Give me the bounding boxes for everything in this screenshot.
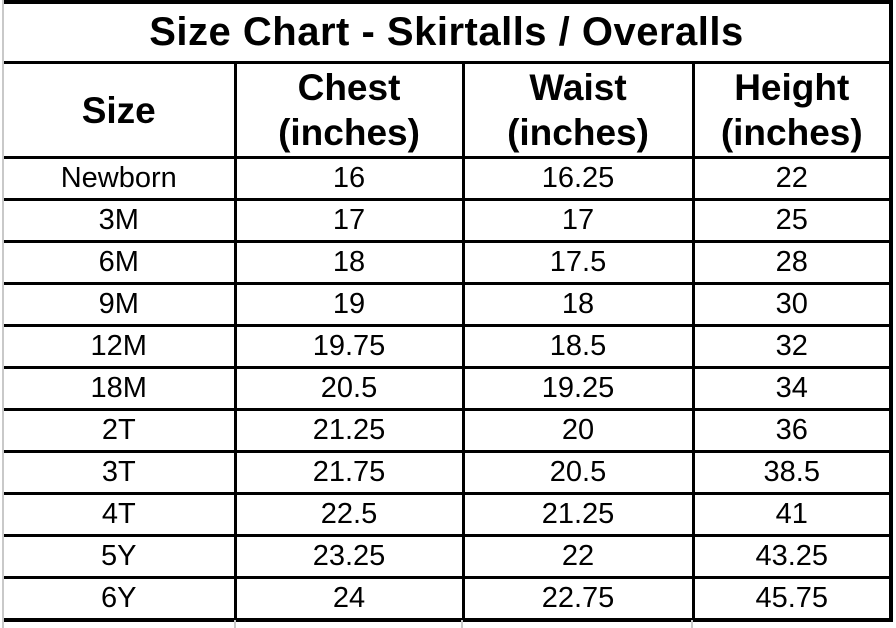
cell-waist: 20	[461, 408, 695, 453]
column-header-label: Size	[81, 89, 156, 131]
table-row: 9M 19 18 30	[4, 282, 894, 327]
cell-chest: 20.5	[233, 366, 465, 411]
cell-height: 43.25	[691, 534, 894, 579]
sheet-gridline-stub	[461, 620, 463, 628]
cell-size: 6M	[4, 240, 237, 285]
header-row: Size Chest (inches) Waist (inches) Heigh…	[4, 61, 894, 159]
cell-size: 12M	[4, 324, 237, 369]
page-title: Size Chart - Skirtalls / Overalls	[4, 0, 894, 64]
cell-waist: 22.75	[461, 576, 695, 622]
cell-chest: 16	[233, 156, 465, 201]
cell-size: 18M	[4, 366, 237, 411]
cell-chest: 18	[233, 240, 465, 285]
sheet-gridline	[2, 0, 4, 628]
table-row: 3T 21.75 20.5 38.5	[4, 450, 894, 495]
cell-chest: 23.25	[233, 534, 465, 579]
cell-chest: 17	[233, 198, 465, 243]
column-header-label: Chest	[297, 67, 401, 108]
cell-chest: 24	[233, 576, 465, 622]
cell-waist: 21.25	[461, 492, 695, 537]
column-header-height: Height (inches)	[691, 61, 894, 159]
cell-size: Newborn	[4, 156, 237, 201]
cell-waist: 22	[461, 534, 695, 579]
cell-height: 25	[691, 198, 894, 243]
column-header-unit: (inches)	[278, 112, 420, 153]
cell-chest: 21.25	[233, 408, 465, 453]
title-row: Size Chart - Skirtalls / Overalls	[4, 0, 894, 64]
cell-chest: 19.75	[233, 324, 465, 369]
cell-waist: 19.25	[461, 366, 695, 411]
table-row: 3M 17 17 25	[4, 198, 894, 243]
cell-waist: 16.25	[461, 156, 695, 201]
cell-size: 3M	[4, 198, 237, 243]
cell-height: 28	[691, 240, 894, 285]
cell-height: 32	[691, 324, 894, 369]
table-row: 4T 22.5 21.25 41	[4, 492, 894, 537]
cell-height: 45.75	[691, 576, 894, 622]
table-row: 2T 21.25 20 36	[4, 408, 894, 453]
cell-height: 36	[691, 408, 894, 453]
column-header-unit: (inches)	[507, 112, 649, 153]
cell-height: 38.5	[691, 450, 894, 495]
column-header-label: Height	[734, 67, 850, 108]
column-header-waist: Waist (inches)	[461, 61, 695, 159]
cell-height: 30	[691, 282, 894, 327]
cell-waist: 18	[461, 282, 695, 327]
column-header-chest: Chest (inches)	[233, 61, 465, 159]
cell-size: 2T	[4, 408, 237, 453]
cell-size: 5Y	[4, 534, 237, 579]
cell-height: 22	[691, 156, 894, 201]
size-chart-table: Size Chart - Skirtalls / Overalls Size C…	[4, 0, 894, 622]
table-row: 12M 19.75 18.5 32	[4, 324, 894, 369]
table-row: Newborn 16 16.25 22	[4, 156, 894, 201]
table-row: 18M 20.5 19.25 34	[4, 366, 894, 411]
cell-height: 41	[691, 492, 894, 537]
cell-size: 6Y	[4, 576, 237, 622]
sheet-gridline-stub	[691, 620, 693, 628]
column-header-label: Waist	[529, 67, 627, 108]
cell-chest: 19	[233, 282, 465, 327]
cell-size: 4T	[4, 492, 237, 537]
table-row: 6Y 24 22.75 45.75	[4, 576, 894, 622]
cell-height: 34	[691, 366, 894, 411]
table-row: 6M 18 17.5 28	[4, 240, 894, 285]
cell-size: 9M	[4, 282, 237, 327]
sheet-gridline-stub	[234, 620, 236, 628]
column-header-size: Size	[4, 61, 237, 159]
cell-chest: 22.5	[233, 492, 465, 537]
cell-waist: 17	[461, 198, 695, 243]
cell-waist: 18.5	[461, 324, 695, 369]
table-row: 5Y 23.25 22 43.25	[4, 534, 894, 579]
cell-chest: 21.75	[233, 450, 465, 495]
column-header-unit: (inches)	[720, 112, 863, 153]
cell-waist: 20.5	[461, 450, 695, 495]
cell-waist: 17.5	[461, 240, 695, 285]
cell-size: 3T	[4, 450, 237, 495]
